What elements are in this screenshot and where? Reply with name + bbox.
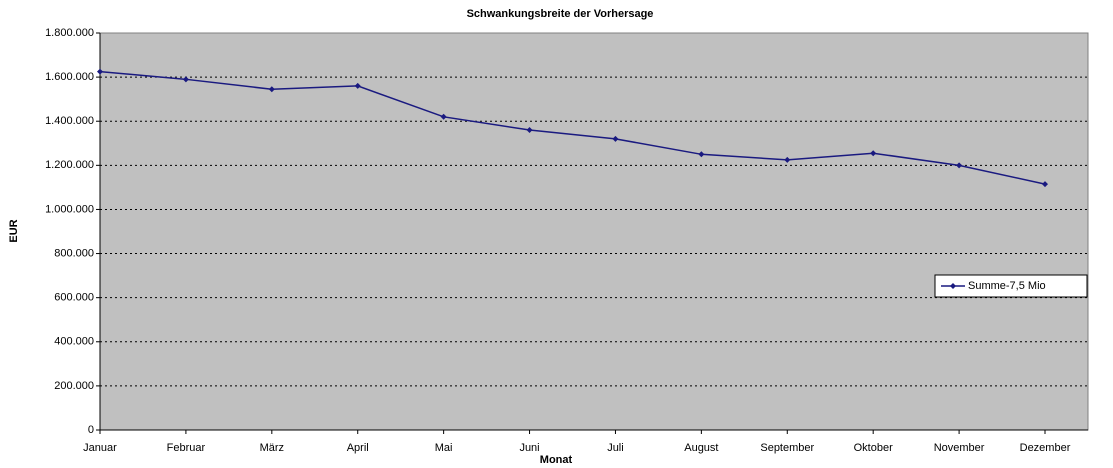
data-point [268, 86, 275, 93]
y-tick-label: 1.600.000 [45, 71, 94, 83]
data-point [1042, 181, 1048, 188]
y-tick-label: 0 [88, 424, 94, 436]
data-point [784, 156, 791, 163]
data-point [182, 76, 189, 83]
series-line [99, 70, 1046, 185]
data-point [440, 113, 447, 120]
x-tick-label: Dezember [1020, 442, 1071, 454]
x-tick-label: April [347, 442, 369, 454]
legend-label: Summe-7,5 Mio [968, 280, 1046, 292]
legend: Summe-7,5 Mio [934, 274, 1088, 298]
x-axis-label: Monat [540, 454, 573, 466]
data-point [612, 135, 619, 142]
data-point [97, 68, 103, 75]
y-tick-label: 800.000 [54, 247, 94, 259]
y-tick-label: 600.000 [54, 292, 94, 304]
x-tick-label: Juli [607, 442, 624, 454]
x-tick-label: Januar [83, 442, 117, 454]
y-tick-label: 1.000.000 [45, 203, 94, 215]
legend-box [934, 274, 1088, 298]
x-tick-label: Juni [519, 442, 539, 454]
x-tick-label: Oktober [854, 442, 893, 454]
x-tick-label: November [934, 442, 985, 454]
data-point [526, 127, 533, 134]
x-tick-label: März [260, 442, 284, 454]
y-axis-label: EUR [8, 219, 20, 242]
y-tick-label: 400.000 [54, 336, 94, 348]
data-point [870, 150, 877, 157]
x-tick-label: September [760, 442, 814, 454]
data-point [354, 82, 361, 89]
x-tick-label: Mai [435, 442, 453, 454]
plot-area [99, 32, 1089, 431]
legend-marker [950, 283, 956, 289]
y-tick-label: 1.200.000 [45, 159, 94, 171]
y-tick-label: 1.800.000 [45, 27, 94, 39]
y-tick-label: 200.000 [54, 380, 94, 392]
x-tick-label: August [684, 442, 718, 454]
chart-title: Schwankungsbreite der Vorhersage [467, 8, 654, 20]
data-point [956, 162, 963, 169]
y-tick-label: 1.400.000 [45, 115, 94, 127]
data-point [698, 151, 705, 158]
x-tick-label: Februar [167, 442, 206, 454]
